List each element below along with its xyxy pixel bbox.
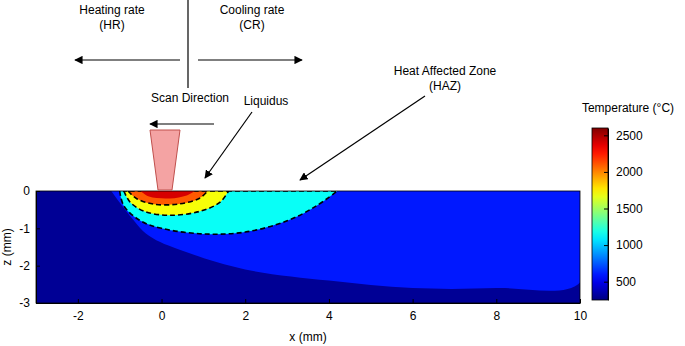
annotation: (CR) (239, 18, 264, 32)
tick: 0 (159, 299, 166, 323)
tick: -2 (73, 299, 84, 323)
contour-region (128, 191, 208, 205)
tick-label: -1 (19, 222, 30, 236)
tick-label: 500 (616, 275, 636, 289)
colorbar-title: Temperature (°C) (582, 101, 674, 115)
tick: 1000 (604, 238, 643, 252)
tick-label: 10 (574, 309, 588, 323)
tick: -2 (19, 259, 40, 273)
tick-mark (413, 299, 414, 303)
tick: -1 (19, 222, 40, 236)
tick-mark (604, 135, 608, 136)
contour-field (36, 191, 580, 303)
divider (187, 0, 188, 88)
arrow (198, 59, 302, 60)
arrow (300, 96, 425, 180)
tick-mark (36, 191, 40, 192)
tick: 2 (242, 299, 249, 323)
tick-label: -2 (19, 259, 30, 273)
annotation: Cooling rate (220, 3, 285, 17)
tick-label: 2000 (616, 165, 643, 179)
annotation: Scan Direction (151, 91, 229, 105)
contour-region (111, 191, 580, 291)
annotation: Heat Affected Zone (394, 64, 497, 78)
tick: 10 (574, 299, 588, 323)
tick-label: 8 (493, 309, 500, 323)
tick-mark (604, 172, 608, 173)
tick: 6 (410, 299, 417, 323)
tick: 2500 (604, 129, 643, 143)
tick-mark (78, 299, 79, 303)
tick-mark (36, 303, 40, 304)
x-axis: -2 0 2 4 6 8 10 (37, 299, 588, 323)
tick-mark (329, 299, 330, 303)
tick-mark (496, 299, 497, 303)
chart: -2 0 2 4 6 8 10 -3 -2 -1 0 x (mm) z (mm) 500 1000 1500 2… (0, 0, 685, 346)
tick-label: 2500 (616, 129, 643, 143)
tick-label: 4 (326, 309, 333, 323)
contour-region (120, 191, 338, 234)
tick-label: -2 (73, 309, 84, 323)
axis-line (37, 303, 581, 304)
annotation: (HR) (99, 18, 124, 32)
tick-mark (604, 282, 608, 283)
tick-mark (36, 266, 40, 267)
tick: 4 (326, 299, 333, 323)
contour-region (36, 191, 580, 303)
annotation: Heating rate (79, 3, 145, 17)
tick-label: 2 (242, 309, 249, 323)
colorbar-axis: 500 1000 1500 2000 2500 (604, 129, 643, 301)
arrow (205, 112, 252, 178)
tick-mark (36, 228, 40, 229)
arrow (150, 123, 214, 124)
tick-mark (604, 209, 608, 210)
contour-region (124, 191, 229, 215)
tick: -3 (19, 296, 40, 310)
tick-label: -3 (19, 296, 30, 310)
plot-frame (36, 191, 580, 303)
tick-label: 1000 (616, 238, 643, 252)
tick: 1500 (604, 202, 643, 216)
x-axis-title: x (mm) (289, 330, 326, 344)
axis-line (608, 129, 609, 301)
tick-mark (604, 245, 608, 246)
colorbar (592, 128, 608, 300)
tick-mark (162, 299, 163, 303)
laser-beam (150, 130, 180, 190)
tick-mark (245, 299, 246, 303)
tick: 8 (493, 299, 500, 323)
annotation: Liquidus (244, 94, 289, 108)
tick: 0 (23, 184, 40, 198)
tick-label: 0 (159, 309, 166, 323)
tick-label: 6 (410, 309, 417, 323)
tick: 2000 (604, 165, 643, 179)
axis-line (36, 192, 37, 304)
contour-region (141, 191, 195, 199)
arrow (75, 59, 180, 60)
tick-label: 1500 (616, 202, 643, 216)
y-axis-title: z (mm) (0, 228, 14, 265)
tick: 500 (604, 275, 636, 289)
y-axis: -3 -2 -1 0 (19, 184, 40, 310)
annotation: (HAZ) (429, 79, 461, 93)
tick-mark (580, 299, 581, 303)
tick-label: 0 (23, 184, 30, 198)
